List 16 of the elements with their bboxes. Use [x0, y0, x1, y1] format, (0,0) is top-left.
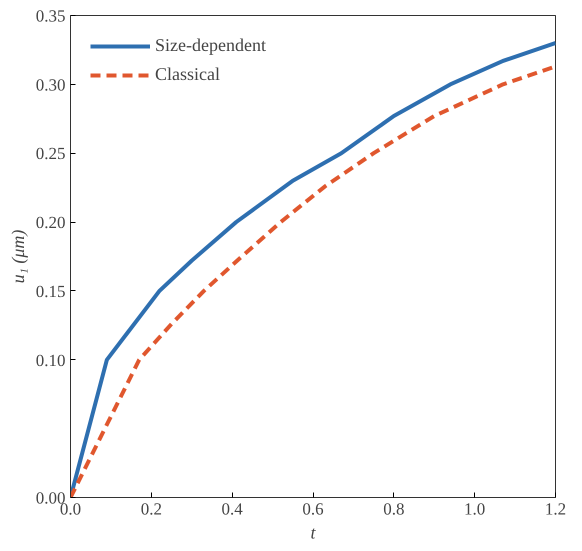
y-tick-label: 0.15 [36, 282, 66, 301]
x-tick-label: 1.2 [544, 500, 566, 518]
y-axis-title: u₁ (μm) [8, 230, 28, 284]
y-tick-label: 0.30 [36, 75, 66, 94]
y-tick-label: 0.35 [36, 6, 66, 26]
y-tick-label: 0.25 [36, 144, 66, 164]
legend-label: Size-dependent [155, 35, 266, 56]
x-tick-label: 0.4 [222, 500, 244, 518]
x-tick-label: 0.6 [302, 500, 324, 518]
legend-label: Classical [155, 64, 220, 85]
y-tick-label: 0.20 [36, 213, 66, 232]
x-tick-label: 0.8 [383, 500, 404, 518]
x-tick-label: 0.2 [140, 500, 162, 518]
x-tick-label: 1.0 [464, 500, 486, 518]
x-axis-title: t [310, 522, 316, 542]
y-tick-label: 0.10 [36, 350, 66, 370]
